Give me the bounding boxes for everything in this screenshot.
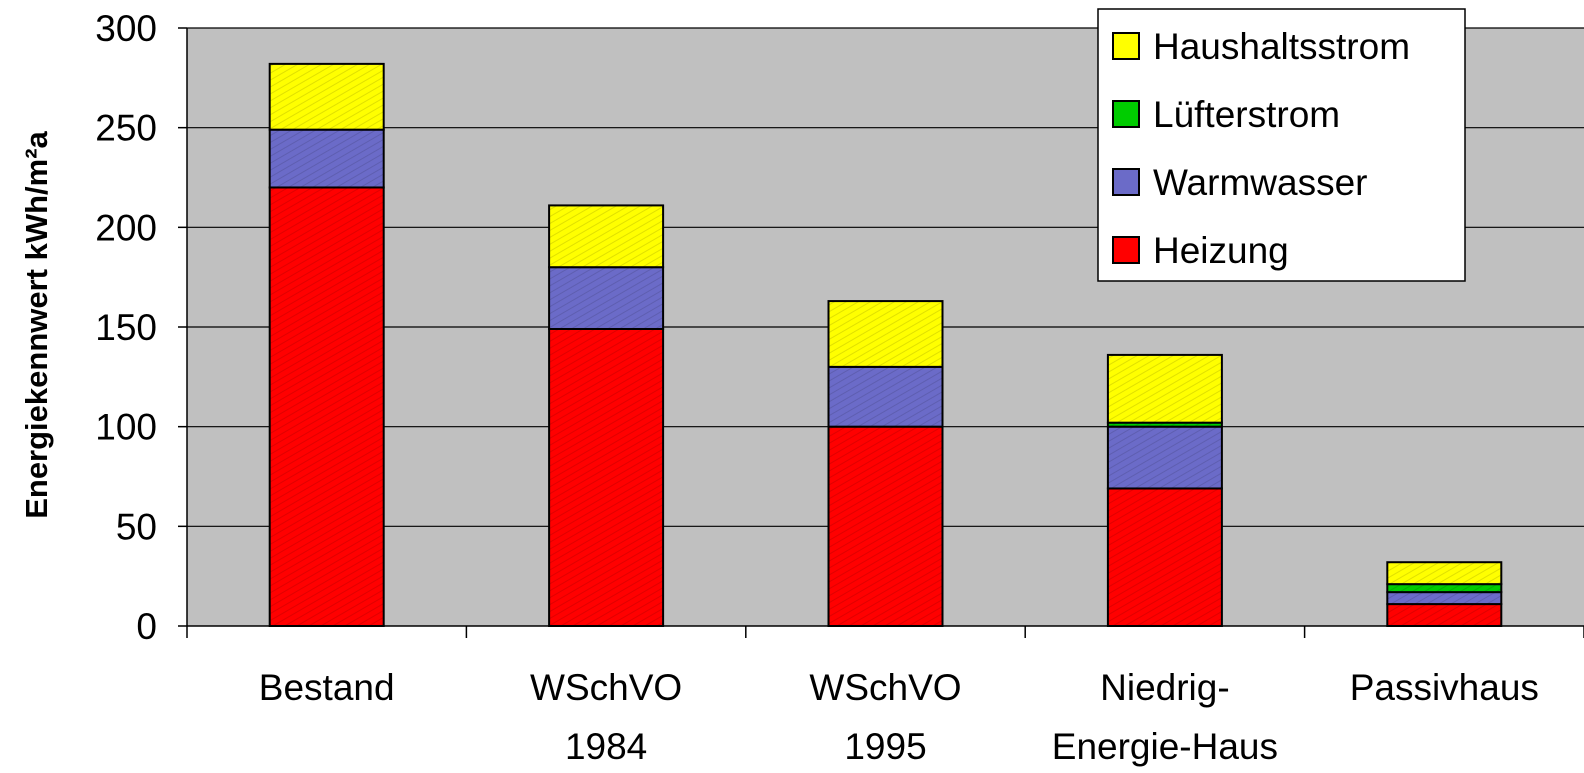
axes <box>186 28 1584 638</box>
legend-label: Heizung <box>1153 230 1289 271</box>
bars <box>268 62 1503 627</box>
bar-segment-shading <box>1387 592 1502 605</box>
bar-segment-shading <box>828 426 943 626</box>
y-tick-labels: 0 50 100 150 200 250 300 <box>95 8 157 647</box>
y-tick-label: 150 <box>95 307 157 348</box>
bar-segment-shading <box>269 63 384 130</box>
bar-segment-shading <box>269 187 384 626</box>
bar-segment-shading <box>1107 426 1222 489</box>
bar-segment-shading <box>1107 422 1222 427</box>
y-tick-label: 300 <box>95 8 157 49</box>
x-category-label: 1995 <box>844 726 926 767</box>
bar-segment-shading <box>1387 562 1502 585</box>
bar-segment-shading <box>1387 584 1502 593</box>
legend-label: Haushaltsstrom <box>1153 26 1410 67</box>
y-tick-label: 100 <box>95 407 157 448</box>
y-tick-label: 0 <box>136 606 157 647</box>
x-category-label: Passivhaus <box>1350 667 1539 708</box>
y-tick-label: 50 <box>116 506 157 547</box>
bar-segment-shading <box>549 267 664 329</box>
legend-label: Lüfterstrom <box>1153 94 1340 135</box>
y-tick-label: 250 <box>95 108 157 149</box>
legend-swatch <box>1112 168 1140 196</box>
bar-segment-shading <box>549 328 664 626</box>
legend-swatch <box>1112 32 1140 60</box>
legend-label: Warmwasser <box>1153 162 1367 203</box>
x-category-label: Energie-Haus <box>1052 726 1278 767</box>
y-axis-label: Energiekennwert kWh/m²a <box>19 130 54 518</box>
x-category-labels: Bestand WSchVO 1984 WSchVO 1995 Niedrig- Energ… <box>259 667 1539 767</box>
x-category-label: 1984 <box>565 726 647 767</box>
x-category-label: WSchVO <box>809 667 961 708</box>
bar-segment-shading <box>1387 604 1502 626</box>
bar-segment-shading <box>828 366 943 427</box>
x-category-label: Bestand <box>259 667 395 708</box>
x-category-label: Niedrig- <box>1100 667 1230 708</box>
bar-segment-shading <box>1107 354 1222 423</box>
legend-swatch <box>1112 236 1140 264</box>
legend-box <box>1097 8 1466 282</box>
bar-segment-shading <box>1107 488 1222 626</box>
legend: Haushaltsstrom Lüfterstrom Warmwasser Heizu… <box>1097 8 1466 282</box>
legend-swatch <box>1112 100 1140 128</box>
bar-segment-shading <box>549 205 664 268</box>
x-category-label: WSchVO <box>530 667 682 708</box>
bar-segment-shading <box>828 301 943 367</box>
y-tick-label: 200 <box>95 207 157 248</box>
bar-segment-shading <box>269 129 384 188</box>
